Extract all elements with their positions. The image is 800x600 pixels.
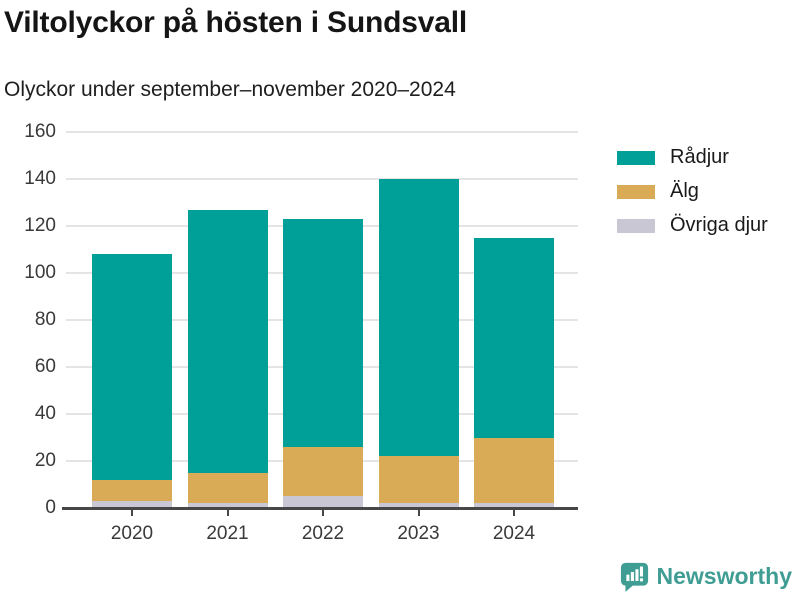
brand-name: Newsworthy [656, 563, 792, 589]
x-axis-label: 2021 [206, 523, 249, 544]
page-title: Viltolyckor på hösten i Sundsvall [4, 6, 467, 39]
legend-swatch [617, 218, 655, 233]
bar-segment--vriga-djur [283, 496, 363, 508]
bar-segment-r-djur [92, 254, 172, 480]
x-axis-label: 2022 [301, 523, 345, 544]
legend: Rådjur Älg Övriga djur [617, 146, 768, 248]
legend-label: Rådjur [670, 146, 729, 168]
bar-segment-r-djur [283, 218, 363, 447]
legend-swatch [617, 184, 655, 199]
y-axis-tick-label: 120 [24, 215, 56, 236]
legend-item: Älg [617, 180, 768, 203]
y-gridline [66, 178, 578, 180]
legend-label: Älg [670, 180, 699, 202]
y-axis-tick-label: 160 [24, 121, 56, 142]
x-axis-tick [131, 509, 133, 516]
x-axis-label: 2024 [492, 523, 536, 544]
legend-item: Rådjur [617, 146, 768, 169]
bar-segment--vriga-djur [92, 500, 172, 508]
y-gridline [66, 131, 578, 133]
page-subtitle: Olyckor under september–november 2020–20… [4, 78, 456, 101]
bar-segment--lg [378, 456, 459, 504]
x-axis-tick [417, 509, 420, 516]
x-axis-tick [226, 509, 229, 516]
x-axis-tick [322, 509, 324, 516]
newsworthy-brand: Newsworthy [620, 561, 792, 592]
x-axis-label: 2023 [397, 523, 440, 544]
x-axis-label: 2020 [110, 523, 154, 544]
y-axis-tick-label: 20 [34, 450, 56, 471]
legend-item: Övriga djur [617, 214, 768, 237]
bar-segment--lg [187, 472, 268, 504]
bar-segment--vriga-djur [187, 503, 268, 508]
x-axis-tick [513, 509, 515, 516]
legend-label: Övriga djur [670, 214, 768, 236]
bar-segment-r-djur [378, 179, 459, 457]
bar-segment--vriga-djur [378, 503, 459, 508]
y-axis-tick-label: 100 [24, 262, 56, 283]
y-axis-tick-label: 60 [34, 356, 56, 377]
newsworthy-logo-icon [620, 561, 649, 592]
bar-segment--lg [474, 437, 554, 504]
y-axis-tick-label: 80 [34, 309, 56, 330]
legend-swatch [617, 150, 655, 165]
bar-segment-r-djur [474, 237, 554, 438]
bar-segment-r-djur [187, 209, 268, 473]
bar-segment--lg [283, 446, 363, 497]
y-axis-tick-label: 140 [24, 168, 56, 189]
y-axis-tick-label: 40 [34, 403, 56, 424]
x-axis-line [62, 506, 578, 510]
bar-segment--lg [92, 479, 172, 501]
y-axis-tick-label: 0 [45, 497, 56, 518]
bar-segment--vriga-djur [474, 503, 554, 508]
